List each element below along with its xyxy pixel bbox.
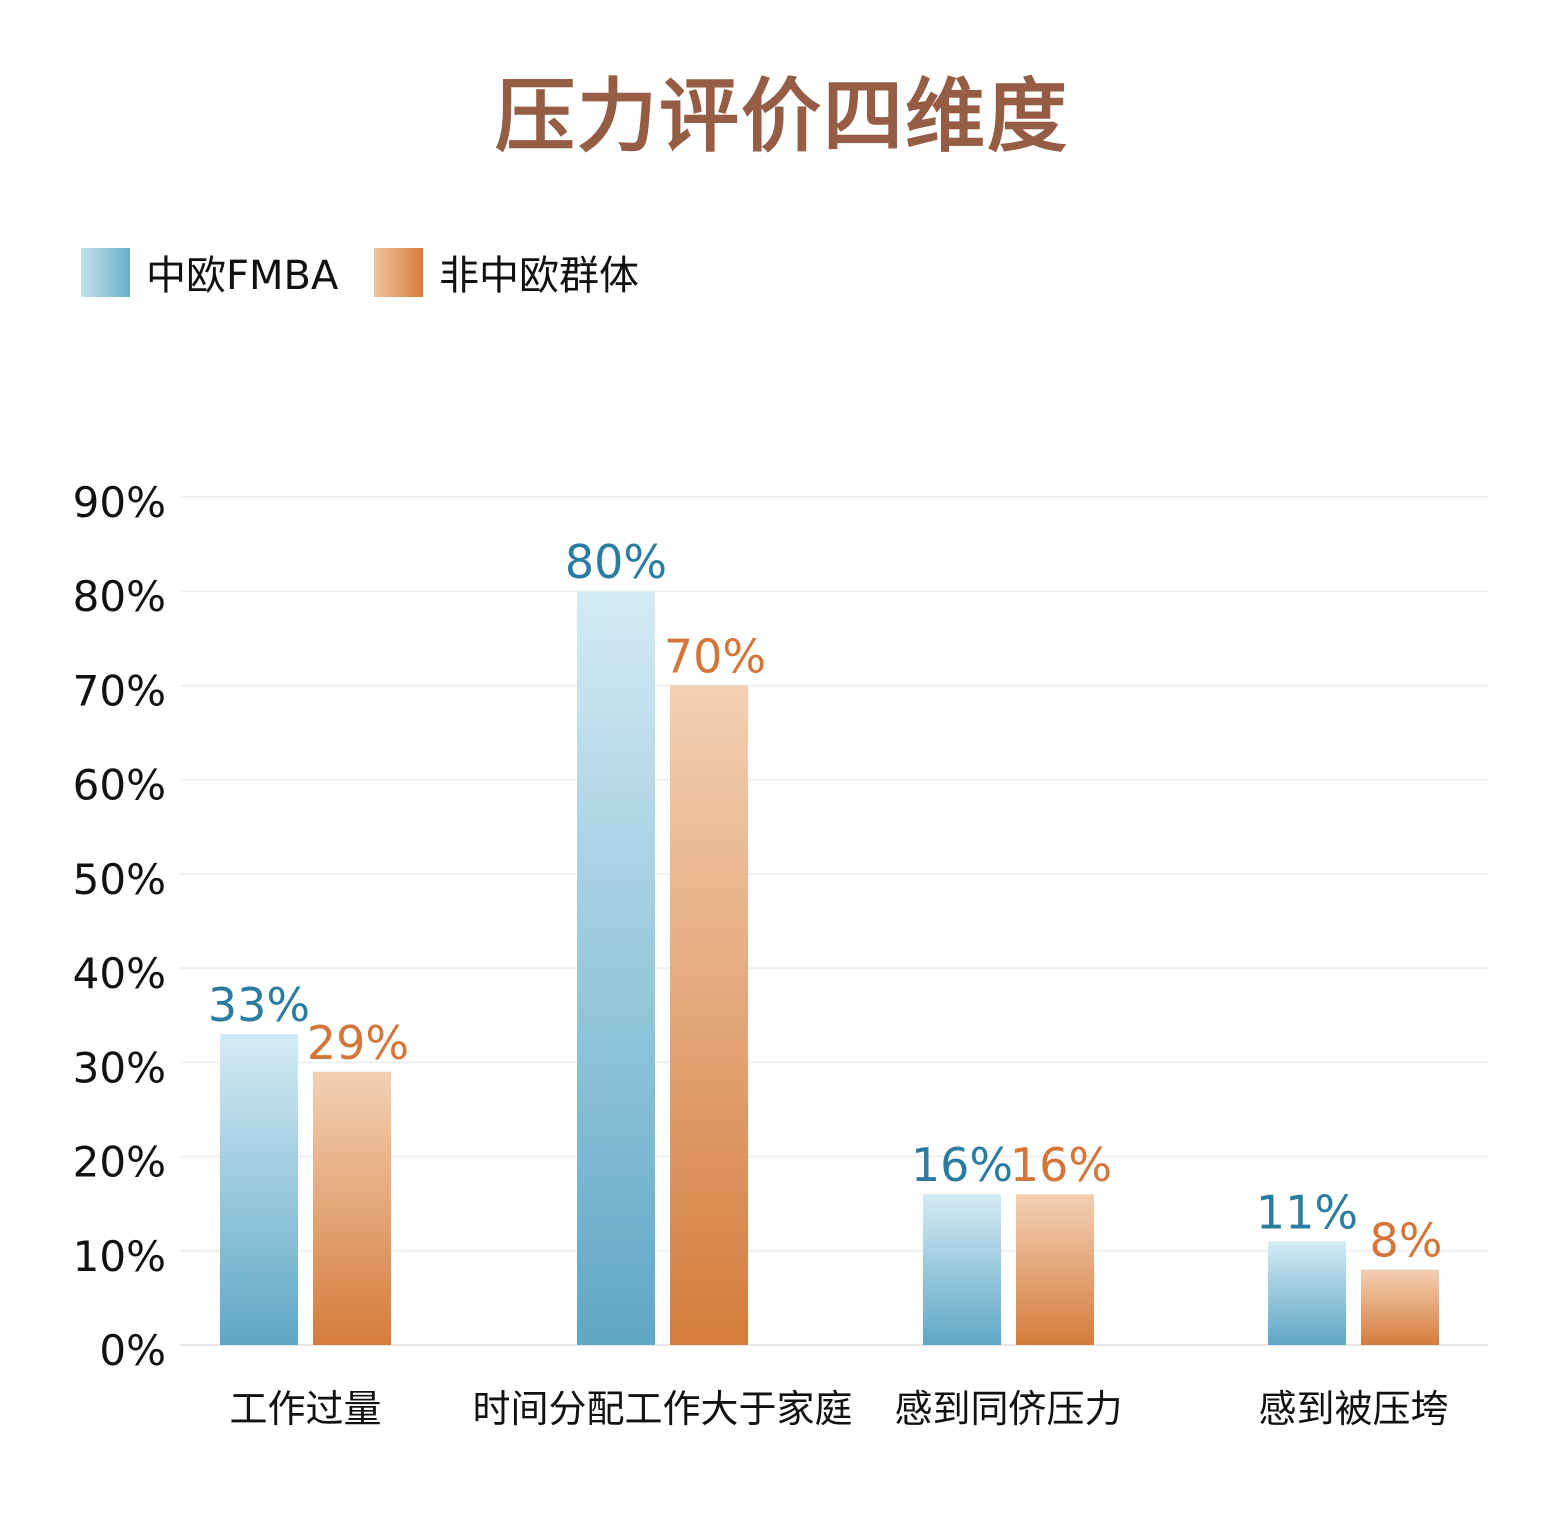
- data-label: 8%: [1370, 1214, 1443, 1268]
- legend-swatch-fmba: [81, 247, 130, 297]
- data-label: 70%: [664, 629, 766, 683]
- data-label: 33%: [208, 978, 310, 1032]
- chart-title: 压力评价四维度: [495, 70, 1069, 163]
- bar: [313, 1071, 391, 1345]
- y-tick-label: 40%: [73, 949, 166, 998]
- bar: [670, 685, 748, 1345]
- y-tick-label: 70%: [73, 666, 166, 715]
- bar: [1268, 1241, 1346, 1345]
- legend-label-non-ceibs: 非中欧群体: [439, 253, 639, 299]
- x-tick-label: 感到同侪压力: [894, 1387, 1122, 1431]
- bar: [577, 591, 655, 1345]
- bar: [220, 1034, 298, 1345]
- legend-label-fmba: 中欧FMBA: [146, 253, 339, 299]
- data-label: 16%: [911, 1138, 1013, 1192]
- data-label: 29%: [307, 1016, 409, 1070]
- bar: [923, 1194, 1001, 1345]
- legend-item-non-ceibs: 非中欧群体: [374, 243, 639, 301]
- x-tick-label: 感到被压垮: [1258, 1387, 1448, 1431]
- y-tick-label: 60%: [73, 761, 166, 810]
- x-tick-label: 时间分配工作大于家庭: [472, 1387, 852, 1431]
- data-label: 11%: [1256, 1185, 1358, 1239]
- bar: [1361, 1269, 1439, 1345]
- y-tick-label: 20%: [73, 1138, 166, 1187]
- x-tick-label: 工作过量: [229, 1387, 381, 1431]
- bar: [1016, 1194, 1094, 1345]
- y-tick-label: 90%: [73, 478, 166, 527]
- data-label: 80%: [565, 535, 667, 589]
- legend-swatch-non-ceibs: [374, 247, 423, 297]
- data-label: 16%: [1010, 1138, 1112, 1192]
- y-tick-label: 10%: [73, 1232, 166, 1281]
- y-tick-label: 30%: [73, 1043, 166, 1092]
- y-tick-label: 0%: [99, 1326, 166, 1375]
- y-tick-label: 80%: [73, 572, 166, 621]
- legend-item-fmba: 中欧FMBA: [81, 243, 338, 301]
- y-tick-label: 50%: [73, 855, 166, 904]
